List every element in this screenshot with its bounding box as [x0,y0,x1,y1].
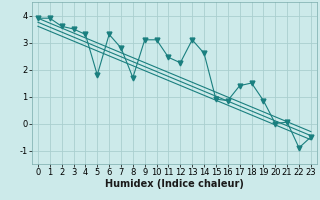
X-axis label: Humidex (Indice chaleur): Humidex (Indice chaleur) [105,179,244,189]
